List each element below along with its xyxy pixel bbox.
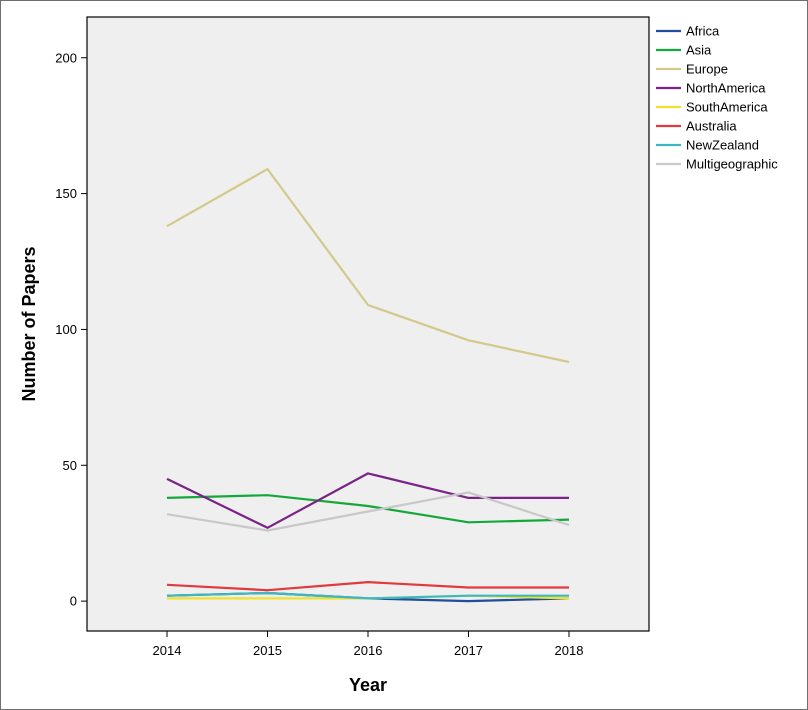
x-tick-label: 2014 [153,643,182,658]
y-tick-label: 100 [55,322,77,337]
series-line-multigeographic [166,491,570,532]
x-axis-title: Year [349,675,387,695]
series-lines [166,168,570,603]
plot-area [86,16,650,632]
legend-label: Africa [686,24,720,39]
x-axis: 2014 2015 2016 2017 2018 [153,631,584,658]
y-axis: 0 50 100 150 200 [55,50,87,609]
y-tick-label: 200 [55,50,77,65]
series-line-northamerica [166,472,569,529]
legend-label: Europe [686,62,728,77]
y-tick-label: 0 [70,594,77,609]
y-tick-label: 150 [55,186,77,201]
x-tick-label: 2016 [354,643,383,658]
legend: Africa Asia Europe NorthAmerica SouthAmerica… [656,24,778,172]
series-line-australia [166,580,569,592]
legend-label: Asia [686,43,712,58]
legend-label: SouthAmerica [686,100,768,115]
y-tick-label: 50 [63,458,77,473]
series-line-newzealand [166,591,569,600]
series-line-asia [166,494,570,524]
legend-label: NewZealand [686,138,759,153]
legend-label: Multigeographic [686,157,778,172]
legend-label: NorthAmerica [686,81,766,96]
x-tick-label: 2015 [253,643,282,658]
x-tick-label: 2017 [454,643,483,658]
series-line-europe [166,168,570,364]
legend-label: Australia [686,119,737,134]
y-axis-title: Number of Papers [19,246,39,401]
x-tick-label: 2018 [555,643,584,658]
